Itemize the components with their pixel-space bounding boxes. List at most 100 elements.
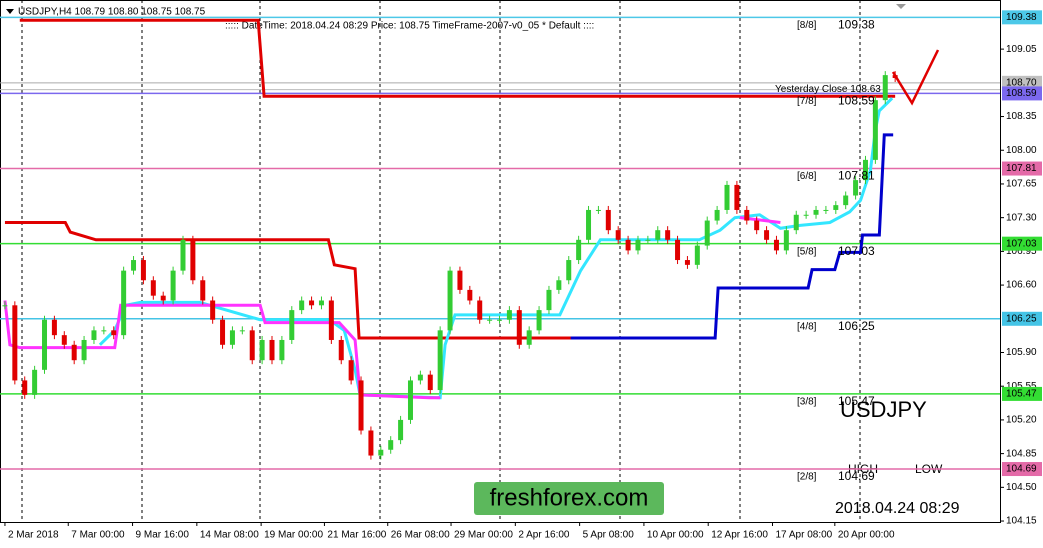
x-tick-label: 10 Apr 00:00	[647, 530, 704, 541]
candle	[882, 75, 888, 101]
level-name: [2/8]	[797, 472, 817, 483]
info-line: ::::: DateTime: 2018.04.24 08:29 Price: …	[225, 21, 594, 32]
candle	[61, 335, 67, 345]
candle	[121, 270, 127, 336]
x-tick-label: 29 Mar 00:00	[454, 530, 513, 541]
candle	[239, 330, 245, 332]
candle	[536, 310, 542, 331]
y-tick-label: 107.65	[1006, 179, 1037, 190]
candle	[704, 220, 710, 246]
candle	[576, 239, 582, 261]
candle	[190, 239, 196, 281]
candle	[625, 239, 631, 251]
level-box-label: 109.38	[1006, 12, 1037, 23]
brand-text: freshforex.com	[490, 484, 649, 511]
candle	[506, 310, 512, 320]
y-tick-label: 104.85	[1006, 448, 1037, 459]
candle	[773, 239, 779, 251]
level-box	[1002, 86, 1042, 101]
level-box-label: 105.47	[1006, 389, 1037, 400]
candle	[259, 339, 265, 361]
candle	[170, 270, 176, 301]
watermark-symbol: USDJPY	[840, 397, 927, 422]
candle	[783, 230, 789, 251]
x-tick-label: 2 Apr 16:00	[518, 530, 570, 541]
candle	[269, 339, 275, 361]
symbol-line: USDJPY,H4 108.79 108.80 108.75 108.75	[18, 7, 206, 18]
x-tick-label: 21 Mar 16:00	[327, 530, 386, 541]
shift-marker	[896, 4, 906, 9]
candle	[586, 209, 592, 240]
level-box-label: 108.59	[1006, 88, 1037, 99]
candle	[91, 330, 97, 340]
candle	[131, 260, 137, 271]
level-box-label: 107.03	[1006, 238, 1037, 249]
hand-drawn-check	[891, 49, 940, 106]
menu-arrow[interactable]	[6, 9, 14, 14]
candle	[378, 449, 384, 456]
level-name: [5/8]	[797, 246, 817, 257]
candle	[140, 260, 146, 281]
level-box-label: 107.81	[1006, 163, 1037, 174]
candle	[368, 430, 374, 456]
candle	[546, 289, 552, 311]
candle	[823, 209, 829, 211]
watermark-datetime: 2018.04.24 08:29	[835, 500, 960, 517]
level-box-label: 106.25	[1006, 313, 1037, 324]
level-box	[1002, 386, 1042, 401]
candle	[180, 239, 186, 271]
last-price-box	[1002, 75, 1042, 90]
candle	[526, 330, 532, 345]
x-tick-label: 12 Apr 16:00	[711, 530, 768, 541]
candle	[813, 209, 819, 215]
candle	[477, 300, 483, 320]
x-tick-label: 14 Mar 08:00	[200, 530, 259, 541]
candle	[338, 339, 344, 361]
indicator-line	[4, 220, 691, 340]
candle	[358, 380, 364, 431]
candle	[833, 205, 839, 210]
plot-frame	[0, 0, 1001, 523]
indicator-line	[3, 300, 441, 400]
candle	[12, 305, 18, 381]
y-tick-label: 104.15	[1006, 516, 1037, 527]
x-tick-label: 19 Mar 00:00	[264, 530, 323, 541]
candle	[516, 310, 522, 345]
candle	[289, 310, 295, 340]
y-tick-label: 106.95	[1006, 246, 1037, 257]
candle	[160, 295, 166, 301]
level-name: [3/8]	[797, 397, 817, 408]
level-box-label: 104.69	[1006, 464, 1037, 475]
candle	[71, 344, 77, 361]
candle	[42, 319, 48, 370]
x-tick-label: 20 Apr 00:00	[838, 530, 895, 541]
x-tick-label: 26 Mar 08:00	[391, 530, 450, 541]
candle	[398, 419, 404, 441]
candle	[684, 260, 690, 265]
candle	[388, 440, 394, 450]
candle	[872, 100, 878, 160]
candle	[22, 380, 28, 395]
candle	[635, 239, 641, 251]
candle	[200, 280, 206, 301]
candle	[318, 300, 324, 306]
candle	[447, 270, 453, 331]
candle	[328, 300, 334, 340]
candle	[862, 159, 868, 181]
level-name: [4/8]	[797, 321, 817, 332]
candle	[595, 209, 601, 211]
x-tick-label: 5 Apr 08:00	[583, 530, 635, 541]
candle	[665, 230, 671, 240]
candle	[51, 319, 57, 336]
candle	[249, 330, 255, 361]
candle	[220, 319, 226, 345]
candle	[487, 319, 493, 321]
x-tick-label: 9 Mar 16:00	[136, 530, 190, 541]
candle	[655, 230, 661, 240]
candle	[793, 214, 799, 231]
level-box	[1002, 311, 1042, 326]
level-value: 104.69	[838, 469, 875, 483]
candle	[803, 214, 809, 216]
candle	[279, 339, 285, 361]
